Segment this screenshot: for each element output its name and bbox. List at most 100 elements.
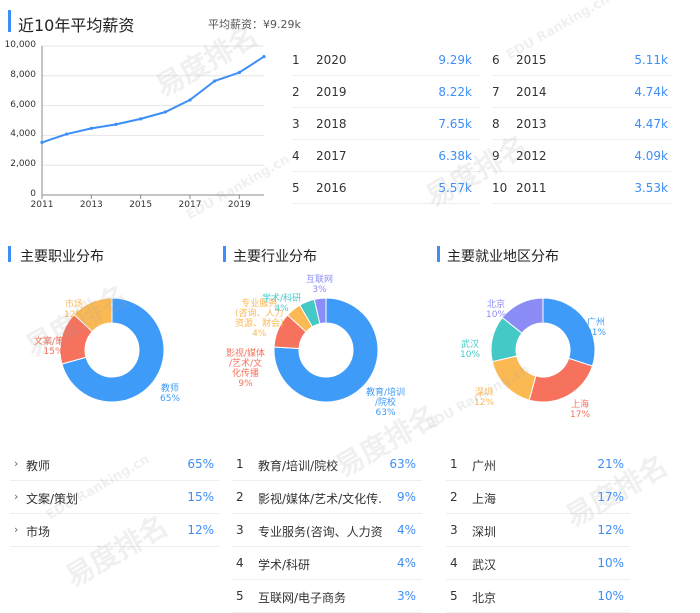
industry-label-professional: 专业服务 (咨询、人力 资源、财会) 4% <box>235 299 284 339</box>
donut-slice <box>61 297 165 403</box>
salary-row: 1 2020 9.29k <box>292 44 480 76</box>
region-accent <box>437 246 440 262</box>
y-tick-label: 4,000 <box>10 129 36 140</box>
row-divider <box>446 513 630 514</box>
list-item-percent: 15% <box>187 490 214 504</box>
row-divider <box>492 107 672 108</box>
salary-value: 9.29k <box>438 53 472 67</box>
list-item-percent: 65% <box>187 457 214 471</box>
salary-row: 7 2014 4.74k <box>492 76 672 108</box>
chevron-right-icon: › <box>14 523 19 536</box>
y-tick-label: 0 <box>30 189 36 199</box>
region-donut-svg <box>490 297 596 403</box>
list-item-name: 北京 <box>472 591 497 605</box>
salary-value: 3.53k <box>634 181 668 195</box>
list-item: 3 专业服务(咨询、人力资... 4% <box>232 514 422 546</box>
region-label-guangzhou: 广州 21% <box>586 318 607 338</box>
salary-rank: 8 <box>492 117 500 131</box>
average-salary-label: 平均薪资：¥9.29k <box>208 18 301 31</box>
industry-label-education: 教育/培训 /院校 63% <box>366 388 406 418</box>
list-item-name: 互联网/电子商务 <box>258 591 347 605</box>
list-item-percent: 3% <box>396 589 416 603</box>
region-label-wuhan: 武汉 10% <box>460 340 481 360</box>
salary-rank: 5 <box>292 181 300 195</box>
list-item-index: 3 <box>450 523 458 537</box>
list-item: 5 互联网/电子商务 3% <box>232 580 422 612</box>
salary-value: 4.47k <box>634 117 668 131</box>
salary-year: 2015 <box>516 53 547 67</box>
row-divider <box>446 546 630 547</box>
salary-line-chart: 10,000 8,000 6,000 4,000 2,000 0 2011 2013 2015 2… <box>0 38 270 213</box>
region-label-beijing: 北京 10% <box>486 300 507 320</box>
salary-row: 4 2017 6.38k <box>292 140 480 172</box>
salary-point <box>65 132 69 136</box>
row-divider <box>446 579 630 580</box>
list-item-name: 市场 <box>26 525 51 539</box>
title-accent <box>8 10 11 32</box>
salary-row: 2 2019 8.22k <box>292 76 480 108</box>
salary-rank: 9 <box>492 149 500 163</box>
list-item: 1 广州 21% <box>446 448 630 480</box>
salary-point <box>188 98 192 102</box>
salary-row: 9 2012 4.09k <box>492 140 672 172</box>
industry-donut-svg <box>273 297 379 403</box>
row-divider <box>232 579 422 580</box>
list-item-name: 上海 <box>472 492 497 506</box>
list-item-index: 5 <box>236 589 244 603</box>
donut-slice <box>491 355 537 401</box>
donut-slice <box>273 297 379 403</box>
list-item-name: 武汉 <box>472 558 497 572</box>
salary-value: 5.11k <box>634 53 668 67</box>
chevron-right-icon: › <box>14 490 19 503</box>
row-divider <box>492 75 672 76</box>
list-item-percent: 63% <box>389 457 416 471</box>
x-tick-label: 2015 <box>129 200 153 210</box>
list-item-name: 深圳 <box>472 525 497 539</box>
y-tick-label: 8,000 <box>10 69 36 80</box>
x-tick-label: 2017 <box>178 200 202 210</box>
row-divider <box>492 139 672 140</box>
region-label-shenzhen: 深圳 12% <box>474 388 495 408</box>
industry-label-media: 影视/媒体 /艺术/文 化传播 9% <box>226 349 266 389</box>
list-item-index: 2 <box>450 490 458 504</box>
row-divider <box>492 171 672 172</box>
row-divider <box>232 546 422 547</box>
list-item-name: 教育/培训/院校 <box>258 459 339 473</box>
salary-point <box>237 70 241 75</box>
salary-rank: 4 <box>292 149 300 163</box>
salary-value: 6.38k <box>438 149 472 163</box>
industry-title: 主要行业分布 <box>233 249 317 265</box>
salary-row: 8 2013 4.47k <box>492 108 672 140</box>
list-item-percent: 10% <box>597 556 624 570</box>
list-item-percent: 4% <box>396 556 416 570</box>
list-item: 4 学术/科研 4% <box>232 547 422 579</box>
occupation-accent <box>8 246 11 262</box>
industry-donut <box>215 268 430 428</box>
salary-rank: 7 <box>492 85 500 99</box>
list-item-percent: 12% <box>597 523 624 537</box>
occupation-donut-svg <box>59 297 165 403</box>
salary-year: 2018 <box>316 117 347 131</box>
list-item-name: 学术/科研 <box>258 558 311 572</box>
salary-year: 2013 <box>516 117 547 131</box>
occupation-label-teacher: 教师 65% <box>160 384 181 404</box>
salary-row: 10 2011 3.53k <box>492 172 672 204</box>
list-item-percent: 21% <box>597 457 624 471</box>
list-item: 4 武汉 10% <box>446 547 630 579</box>
salary-point <box>262 54 266 59</box>
row-divider <box>292 203 480 204</box>
occupation-label-copywriting: 文案/策划 15% <box>34 337 74 357</box>
line-chart-svg <box>40 45 266 199</box>
donut-slice <box>542 297 596 367</box>
salary-value: 8.22k <box>438 85 472 99</box>
list-item-index: 4 <box>450 556 458 570</box>
salary-year: 2017 <box>316 149 347 163</box>
salary-year: 2012 <box>516 149 547 163</box>
salary-value: 7.65k <box>438 117 472 131</box>
list-item-name: 文案/策划 <box>26 492 79 506</box>
donut-slice <box>313 297 327 325</box>
list-item-percent: 4% <box>396 523 416 537</box>
salary-rank: 3 <box>292 117 300 131</box>
list-item-name: 广州 <box>472 459 497 473</box>
row-divider <box>292 75 480 76</box>
